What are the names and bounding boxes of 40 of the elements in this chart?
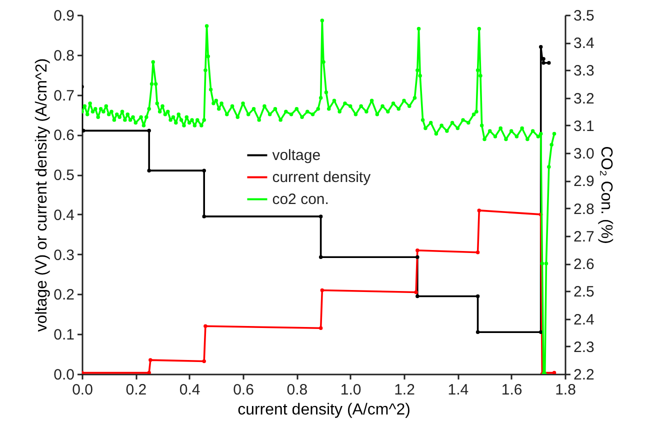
y2-tick-label: 3.3 <box>574 62 594 80</box>
y2-tick-label: 3.1 <box>574 118 594 135</box>
x-tick-label: 0.0 <box>72 382 93 398</box>
y-tick-label: 0.3 <box>54 246 74 264</box>
y-tick-label: 0.0 <box>54 366 74 384</box>
legend-label: voltage <box>272 147 321 164</box>
x-tick-label: 0.6 <box>233 382 254 398</box>
y2-tick-label: 3.4 <box>574 35 594 52</box>
y-tick-label: 0.6 <box>54 127 74 144</box>
y2-tick-label: 2.6 <box>574 256 594 274</box>
y2-axis-title: CO₂ Con. (%) <box>597 146 614 244</box>
y2-tick-label: 2.9 <box>574 173 594 190</box>
y2-tick-label: 3.0 <box>574 146 594 163</box>
y-tick-label: 0.9 <box>54 8 74 24</box>
x-tick-label: 1.6 <box>501 382 522 398</box>
x-tick-label: 1.0 <box>340 382 362 398</box>
x-axis-title: current density (A/cm^2) <box>238 402 410 418</box>
x-tick-label: 1.8 <box>555 382 576 398</box>
y-tick-label: 0.7 <box>54 87 74 104</box>
y-tick-label: 0.8 <box>54 47 74 64</box>
y2-tick-label: 2.8 <box>574 200 594 218</box>
legend-label: current density <box>272 169 372 186</box>
x-tick-label: 1.4 <box>448 382 469 398</box>
y-axis-title: voltage (V) or current density (A/cm^2) <box>34 58 51 332</box>
y-tick-label: 0.4 <box>54 206 74 224</box>
y-tick-label: 0.2 <box>54 286 74 304</box>
y2-tick-label: 2.7 <box>574 228 594 246</box>
legend-label: co2 con. <box>272 191 329 208</box>
y-tick-label: 0.5 <box>54 167 74 184</box>
y2-tick-label: 3.2 <box>574 90 594 108</box>
y2-tick-label: 2.4 <box>574 311 594 328</box>
y2-tick-label: 3.5 <box>574 8 594 24</box>
x-tick-label: 0.8 <box>286 382 308 398</box>
y2-tick-label: 2.3 <box>574 338 594 356</box>
x-tick-label: 1.2 <box>394 382 415 398</box>
y-tick-label: 0.1 <box>54 326 74 344</box>
x-tick-label: 0.2 <box>126 382 147 398</box>
y2-tick-label: 2.5 <box>574 284 594 301</box>
x-tick-label: 0.4 <box>179 382 200 398</box>
y2-tick-label: 2.2 <box>574 366 594 384</box>
